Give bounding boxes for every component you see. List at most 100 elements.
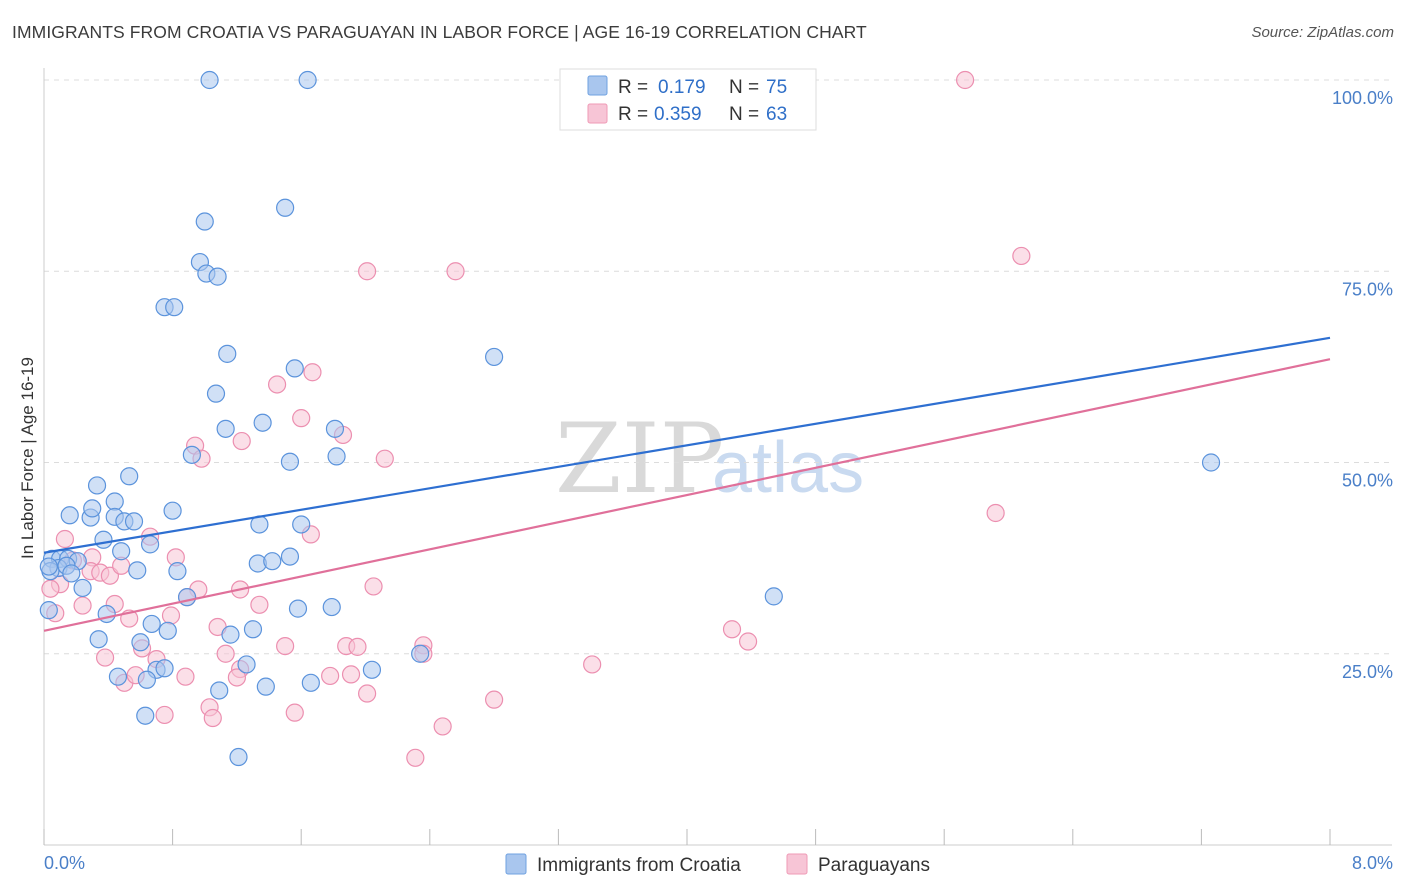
paraguay-point: [292, 409, 311, 428]
paraguay-point: [203, 708, 222, 728]
legend-r-value-2: 0.359: [654, 104, 702, 125]
paraguay-point: [955, 70, 975, 90]
data-points: [39, 70, 1221, 767]
croatia-point: [280, 547, 300, 566]
paraguay-point: [227, 668, 246, 687]
croatia-point: [292, 515, 311, 534]
paraguay-point: [321, 666, 340, 686]
croatia-point: [195, 212, 214, 231]
croatia-point: [206, 384, 226, 403]
paraguay-point: [267, 375, 287, 394]
legend-r-value-1: 0.179: [658, 77, 706, 98]
paraguay-point: [446, 262, 465, 281]
croatia-point: [280, 452, 300, 471]
paraguay-point: [73, 596, 92, 615]
paraguay-point: [433, 717, 452, 736]
watermark-atlas: atlas: [712, 428, 864, 508]
croatia-point: [39, 557, 58, 576]
croatia-point: [136, 706, 155, 725]
croatia-trend-line: [43, 336, 1331, 554]
paraguay-point: [364, 577, 383, 596]
bottom-legend-croatia: Immigrants from Croatia: [537, 855, 741, 876]
paraguay-point: [232, 431, 251, 451]
paraguay-point: [738, 632, 758, 651]
croatia-point: [165, 298, 184, 317]
croatia-point: [200, 70, 219, 90]
paraguay-point: [986, 503, 1005, 523]
y-tick-label: 50.0%: [1342, 471, 1393, 491]
croatia-point: [288, 599, 308, 618]
paraguay-point: [95, 648, 115, 667]
legend-n-value-1: 75: [766, 77, 787, 98]
paraguay-point: [375, 449, 394, 468]
croatia-point: [208, 267, 227, 286]
croatia-point: [182, 445, 201, 464]
x-tick-min: 0.0%: [44, 853, 85, 873]
paraguay-point: [55, 529, 74, 549]
series-legend: Immigrants from Croatia Paraguayans: [505, 853, 930, 876]
y-axis-label: In Labor Force | Age 16-19: [18, 357, 37, 559]
croatia-point: [73, 578, 92, 598]
legend-n-label-1: N =: [729, 77, 759, 98]
croatia-point: [131, 633, 150, 652]
x-tick-max: 8.0%: [1352, 853, 1393, 873]
axes: [43, 68, 1392, 846]
legend-r-label-1: R =: [618, 77, 648, 98]
croatia-point: [163, 501, 182, 520]
paraguay-point: [348, 637, 367, 656]
paraguay-point: [358, 262, 377, 281]
croatia-point: [177, 588, 197, 607]
chart-source: Source: ZipAtlas.com: [1251, 24, 1394, 41]
legend-n-value-2: 63: [766, 104, 787, 125]
bottom-legend-swatch-croatia: [505, 853, 527, 875]
croatia-point: [485, 347, 504, 367]
croatia-point: [218, 344, 237, 363]
croatia-point: [325, 419, 345, 438]
correlation-legend: R = 0.179 N = 75 R = 0.359 N = 63: [559, 68, 817, 131]
croatia-point: [764, 587, 783, 606]
croatia-point: [105, 492, 124, 511]
croatia-point: [263, 552, 282, 571]
croatia-point: [120, 467, 139, 486]
paraguay-point: [303, 363, 322, 382]
croatia-point: [285, 359, 304, 378]
paraguay-trend-line: [43, 358, 1331, 632]
paraguay-point: [176, 667, 195, 686]
croatia-point: [243, 620, 263, 639]
y-tick-label: 25.0%: [1342, 662, 1393, 682]
paraguay-point: [341, 665, 361, 684]
croatia-point: [142, 614, 161, 634]
croatia-point: [87, 476, 107, 495]
paraguay-point: [583, 655, 602, 674]
croatia-point: [216, 419, 235, 438]
paraguay-point: [722, 620, 742, 639]
croatia-point: [39, 601, 58, 620]
croatia-point: [89, 630, 108, 649]
croatia-point: [237, 655, 256, 674]
croatia-point: [60, 506, 79, 525]
legend-swatch-croatia: [587, 75, 608, 96]
paraguay-point: [1012, 246, 1031, 266]
croatia-point: [327, 447, 346, 466]
croatia-point: [137, 670, 156, 689]
bottom-legend-paraguay: Paraguayans: [818, 855, 930, 876]
grid-lines: [44, 79, 1392, 655]
croatia-point: [253, 413, 272, 432]
paraguay-point: [406, 748, 425, 767]
croatia-point: [298, 70, 317, 90]
paraguay-point: [155, 705, 174, 725]
croatia-point: [256, 677, 275, 696]
paraguay-point: [358, 684, 377, 703]
croatia-point: [322, 597, 341, 617]
croatia-point: [124, 512, 144, 531]
chart-title: IMMIGRANTS FROM CROATIA VS PARAGUAYAN IN…: [12, 22, 867, 42]
croatia-point: [210, 681, 229, 700]
croatia-point: [411, 644, 430, 663]
paraguay-point: [485, 690, 504, 709]
legend-r-label-2: R =: [618, 104, 648, 125]
y-tick-label: 75.0%: [1342, 279, 1393, 299]
croatia-point: [158, 621, 177, 640]
croatia-point: [108, 667, 128, 686]
trend-lines: [43, 336, 1331, 632]
